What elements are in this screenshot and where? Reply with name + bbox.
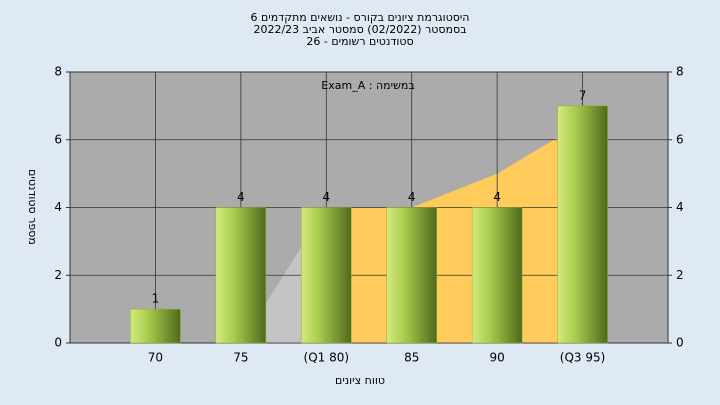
- chart-subtitle: בסמסטר (02/2022) סמסטר אביב 2022/23: [253, 23, 466, 36]
- bar: [557, 105, 608, 344]
- value-label: 4: [237, 190, 245, 204]
- bar: [215, 207, 267, 344]
- chart-title: היסטוגרמת ציונים בקורס - נושאים מתקדמים …: [250, 11, 469, 24]
- y2-tick-label: 8: [676, 65, 684, 79]
- bar: [130, 308, 181, 344]
- bar: [301, 207, 352, 344]
- value-label: 4: [322, 190, 330, 204]
- y-tick-label: 0: [54, 336, 62, 350]
- x-tick-label: 70: [148, 351, 163, 365]
- bar: [386, 207, 437, 344]
- x-axis-label: טווח ציונים: [335, 374, 385, 387]
- bar: [471, 207, 523, 344]
- y2-tick-label: 0: [676, 336, 684, 350]
- y2-tick-label: 6: [676, 132, 684, 146]
- y-tick-label: 2: [54, 268, 62, 282]
- x-tick-label: 75: [233, 351, 248, 365]
- y-tick-label: 4: [54, 200, 62, 214]
- y-tick-label: 8: [54, 65, 62, 79]
- y2-tick-label: 4: [676, 200, 684, 214]
- value-label: 1: [152, 292, 160, 306]
- x-tick-label: (Q3 95): [560, 351, 606, 365]
- value-label: 7: [579, 88, 587, 102]
- value-label: 4: [493, 190, 501, 204]
- x-tick-label: 90: [490, 351, 505, 365]
- annotation: במשימה : Exam_A: [321, 79, 414, 92]
- value-label: 4: [408, 190, 416, 204]
- y2-tick-label: 2: [676, 268, 684, 282]
- y-tick-label: 6: [54, 132, 62, 146]
- chart-subtitle: סטודנטים רשומים - 26: [306, 35, 413, 48]
- x-tick-label: (Q1 80): [304, 351, 350, 365]
- y-axis-label: מספר סטודנטים: [26, 169, 39, 245]
- x-tick-label: 85: [404, 351, 419, 365]
